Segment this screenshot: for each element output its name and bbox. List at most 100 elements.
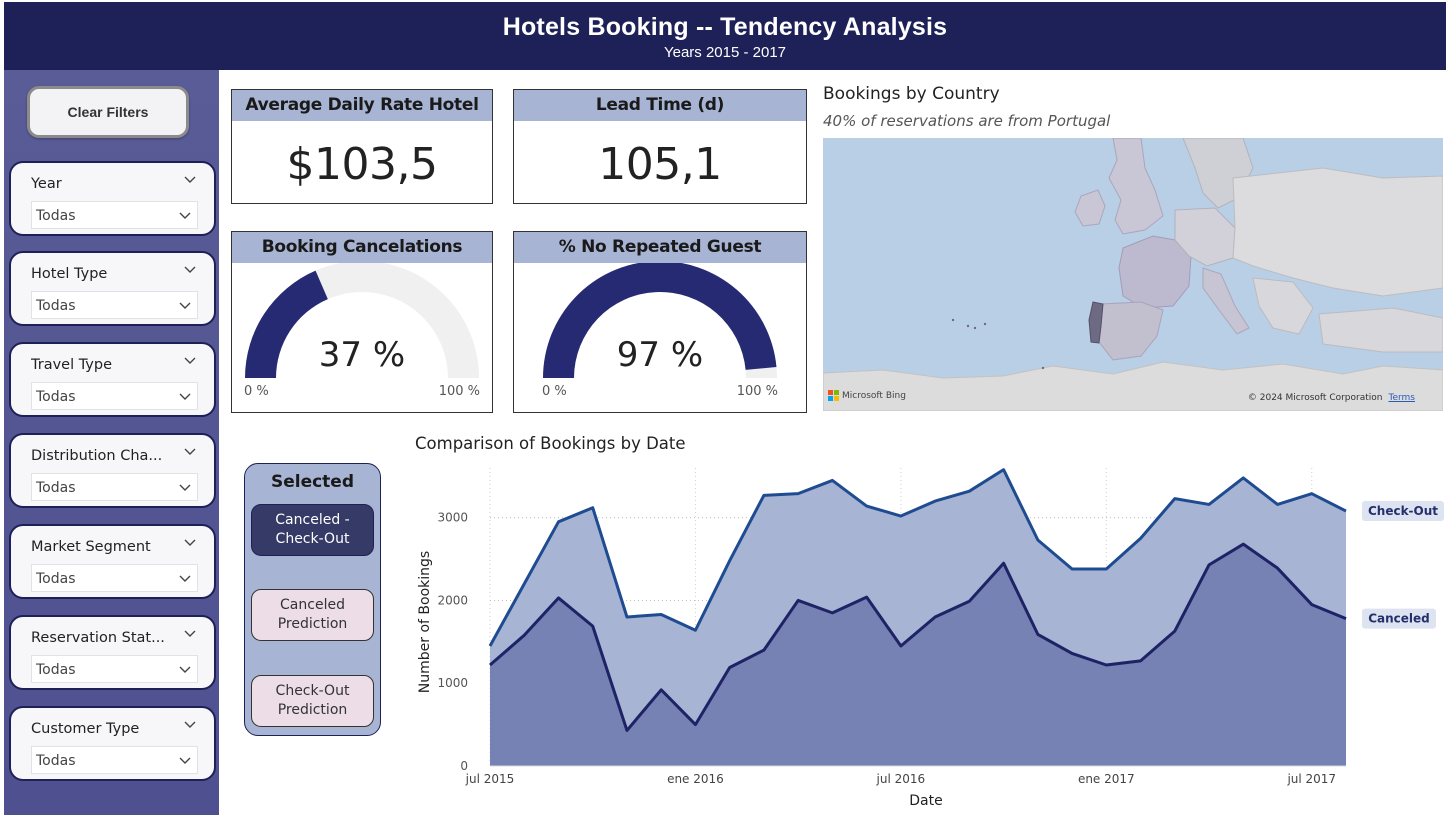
button-line1: Check-Out bbox=[275, 683, 350, 699]
y-tick-label: 0 bbox=[460, 759, 468, 773]
gauge-min: 0 % bbox=[244, 384, 269, 399]
chevron-down-icon[interactable] bbox=[184, 445, 196, 457]
y-axis-title: Number of Bookings bbox=[417, 551, 433, 693]
bing-label: Microsoft Bing bbox=[842, 390, 906, 401]
gauge-min: 0 % bbox=[542, 384, 567, 399]
slicer-label: Hotel Type bbox=[31, 266, 108, 282]
chevron-down-icon[interactable] bbox=[184, 354, 196, 366]
gauge-arc bbox=[245, 263, 479, 378]
chevron-down-icon bbox=[179, 212, 191, 219]
slicer-value: Todas bbox=[36, 753, 76, 769]
copyright-text: © 2024 Microsoft Corporation bbox=[1247, 393, 1383, 403]
selector-title: Selected bbox=[270, 472, 355, 492]
slicer-label: Reservation Stat... bbox=[31, 630, 165, 646]
gauge-value: 97 % bbox=[616, 335, 704, 375]
line-canceled bbox=[489, 542, 1347, 732]
chevron-down-icon bbox=[179, 666, 191, 673]
series-label-bg bbox=[1362, 501, 1444, 522]
slicer-dropdown[interactable]: Todas bbox=[31, 746, 198, 774]
chevron-down-icon bbox=[179, 575, 191, 582]
slicer-value: Todas bbox=[36, 480, 76, 496]
slicer-reservation-stat[interactable]: Reservation Stat... Todas bbox=[9, 615, 216, 690]
series-label: Check-Out bbox=[1368, 504, 1438, 518]
terms-link[interactable]: Terms bbox=[1388, 393, 1415, 403]
button-line2: Prediction bbox=[277, 702, 348, 718]
bookings-map[interactable]: Microsoft Bing © 2024 Microsoft Corporat… bbox=[823, 138, 1443, 411]
series-label: Canceled bbox=[1368, 612, 1430, 626]
kpi-title: Average Daily Rate Hotel bbox=[232, 90, 492, 121]
chart-canvas: 0 1000 2000 3000 jul 2015 ene 2016 jul 2016 ene… bbox=[417, 468, 1444, 809]
chevron-down-icon bbox=[179, 757, 191, 764]
report-header: Hotels Booking -- Tendency Analysis Year… bbox=[4, 2, 1446, 70]
slicer-travel-type[interactable]: Travel Type Todas bbox=[9, 342, 216, 417]
x-tick-label: jul 2017 bbox=[1286, 772, 1336, 786]
chevron-down-icon bbox=[179, 484, 191, 491]
slicer-hotel-type[interactable]: Hotel Type Todas bbox=[9, 251, 216, 326]
kpi-value: $103,5 bbox=[286, 139, 438, 190]
chart-title: Comparison of Bookings by Date bbox=[415, 434, 686, 453]
report-subtitle: Years 2015 - 2017 bbox=[663, 44, 787, 61]
chevron-down-icon[interactable] bbox=[184, 536, 196, 548]
kpi-title: Lead Time (d) bbox=[514, 90, 806, 121]
gauge-max: 100 % bbox=[736, 384, 778, 399]
microsoft-logo-icon bbox=[828, 390, 839, 401]
gauge-no-repeated-guest: % No Repeated Guest 97 % 0 % 100 % bbox=[513, 231, 807, 413]
slicer-value: Todas bbox=[36, 208, 76, 224]
clear-filters-button[interactable]: Clear Filters bbox=[27, 86, 189, 138]
slicer-label: Market Segment bbox=[31, 539, 151, 555]
slicer-label: Customer Type bbox=[31, 721, 140, 737]
x-axis-title: Date bbox=[909, 793, 942, 809]
map-title: Bookings by Country bbox=[823, 84, 1000, 104]
chevron-down-icon bbox=[179, 393, 191, 400]
slicer-dropdown[interactable]: Todas bbox=[31, 564, 198, 592]
chevron-down-icon[interactable] bbox=[184, 173, 196, 185]
bing-logo: Microsoft Bing bbox=[828, 390, 906, 401]
slicer-distribution-cha[interactable]: Distribution Cha... Todas bbox=[9, 433, 216, 508]
europe-map-shapes bbox=[823, 138, 1443, 411]
gauge-value: 37 % bbox=[318, 335, 406, 375]
canceled-prediction-button[interactable]: Canceled Prediction bbox=[251, 589, 374, 641]
x-tick-label: jul 2016 bbox=[876, 772, 926, 786]
slicer-value: Todas bbox=[36, 389, 76, 405]
kpi-average-daily-rate: Average Daily Rate Hotel $103,5 bbox=[231, 89, 493, 204]
bookings-area-chart[interactable]: 0 1000 2000 3000 jul 2015 ene 2016 jul 2016 ene… bbox=[410, 456, 1446, 812]
filter-sidebar: Clear Filters Year Todas Hotel Type Todas Tr… bbox=[4, 70, 219, 815]
map-copyright: © 2024 Microsoft Corporation Terms bbox=[1248, 393, 1415, 403]
gauge-title: Booking Cancelations bbox=[232, 232, 492, 263]
slicer-value: Todas bbox=[36, 571, 76, 587]
canceled-checkout-button[interactable]: Canceled - Check-Out bbox=[251, 504, 374, 556]
slicer-label: Distribution Cha... bbox=[31, 448, 163, 464]
slicer-dropdown[interactable]: Todas bbox=[31, 382, 198, 410]
chevron-down-icon[interactable] bbox=[184, 627, 196, 639]
x-tick-label: ene 2016 bbox=[667, 772, 724, 786]
slicer-label: Year bbox=[31, 176, 62, 192]
y-tick-label: 1000 bbox=[437, 676, 468, 690]
map-subtitle: 40% of reservations are from Portugal bbox=[823, 112, 1111, 130]
button-line2: Check-Out bbox=[275, 531, 350, 547]
kpi-lead-time: Lead Time (d) 105,1 bbox=[513, 89, 807, 204]
slicer-dropdown[interactable]: Todas bbox=[31, 291, 198, 319]
line-check-out bbox=[488, 468, 1347, 647]
slicer-dropdown[interactable]: Todas bbox=[31, 655, 198, 683]
slicer-customer-type[interactable]: Customer Type Todas bbox=[9, 706, 216, 781]
slicer-dropdown[interactable]: Todas bbox=[31, 201, 198, 229]
x-tick-label: ene 2017 bbox=[1078, 772, 1135, 786]
slicer-label: Travel Type bbox=[31, 357, 113, 373]
chevron-down-icon[interactable] bbox=[184, 263, 196, 275]
checkout-prediction-button[interactable]: Check-Out Prediction bbox=[251, 675, 374, 727]
button-line1: Canceled - bbox=[275, 512, 350, 528]
y-tick-label: 3000 bbox=[437, 511, 468, 525]
gauge-title: % No Repeated Guest bbox=[514, 232, 806, 263]
slicer-dropdown[interactable]: Todas bbox=[31, 473, 198, 501]
chevron-down-icon[interactable] bbox=[184, 718, 196, 730]
slicer-value: Todas bbox=[36, 662, 76, 678]
slicer-value: Todas bbox=[36, 298, 76, 314]
slicer-year[interactable]: Year Todas bbox=[9, 161, 216, 236]
slicer-market-segment[interactable]: Market Segment Todas bbox=[9, 524, 216, 599]
series-selector-panel: Selected Canceled - Check-Out Canceled Pre… bbox=[244, 463, 381, 736]
chevron-down-icon bbox=[179, 302, 191, 309]
button-line1: Canceled bbox=[280, 597, 345, 613]
button-line2: Prediction bbox=[277, 616, 348, 632]
kpi-value: 105,1 bbox=[598, 139, 722, 190]
gauge-max: 100 % bbox=[438, 384, 480, 399]
